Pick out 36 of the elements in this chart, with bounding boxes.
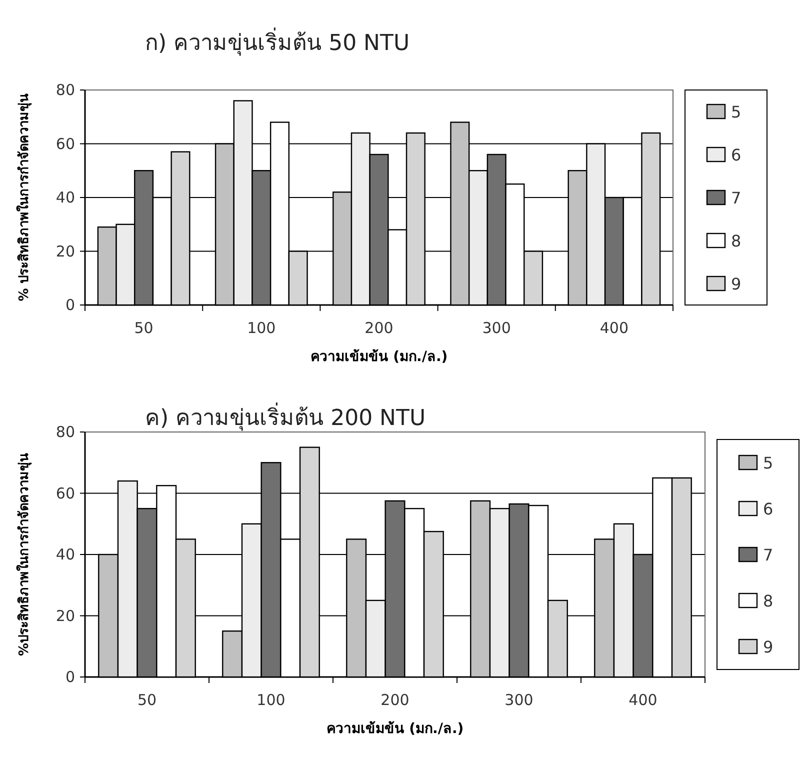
y-tick-label: 80 xyxy=(56,81,75,99)
y-axis-title: % ประสิทธิภาพในการกำจัดความขุ่น xyxy=(15,94,32,302)
y-tick-label: 60 xyxy=(56,134,75,153)
y-tick-label: 20 xyxy=(56,242,75,260)
y-tick-label: 80 xyxy=(56,423,75,441)
x-axis-title: ความเข้มข้น (มก./ล.) xyxy=(310,349,448,365)
legend-label: 6 xyxy=(731,146,742,164)
y-tick-label: 0 xyxy=(65,296,75,314)
y-tick-label: 0 xyxy=(65,668,75,686)
legend-label: 7 xyxy=(731,188,742,208)
legend-label: 5 xyxy=(731,102,742,122)
legend-label: 8 xyxy=(763,592,774,610)
x-tick-label: 100 xyxy=(256,691,286,709)
y-tick-label: 60 xyxy=(56,484,75,502)
chart-title: ค) ความขุ่นเริ่มต้น 200 NTU xyxy=(145,402,426,431)
x-tick-label: 300 xyxy=(482,319,511,337)
legend-label: 5 xyxy=(763,454,774,472)
y-tick-label: 40 xyxy=(56,188,75,206)
x-tick-label: 200 xyxy=(364,319,394,337)
x-tick-label: 300 xyxy=(504,691,534,709)
x-tick-label: 100 xyxy=(247,319,276,337)
x-tick-label: 50 xyxy=(134,319,154,337)
legend-label: 9 xyxy=(763,638,774,656)
y-axis-title: %ประสิทธิภาพในการกำจัดความขุ่น xyxy=(15,452,32,656)
legend-label: 9 xyxy=(731,274,742,294)
x-tick-label: 200 xyxy=(380,691,410,709)
legend-label: 8 xyxy=(731,232,742,250)
x-tick-label: 50 xyxy=(137,691,157,709)
legend-label: 7 xyxy=(763,546,774,564)
chart-title: ก) ความขุ่นเริ่มต้น 50 NTU xyxy=(145,27,410,56)
legend-label: 6 xyxy=(763,500,774,518)
y-tick-label: 20 xyxy=(56,606,75,625)
x-tick-label: 400 xyxy=(628,691,658,709)
x-tick-label: 400 xyxy=(600,319,629,337)
x-axis-title: ความเข้มข้น (มก./ล.) xyxy=(326,721,464,737)
y-tick-label: 40 xyxy=(56,546,75,564)
